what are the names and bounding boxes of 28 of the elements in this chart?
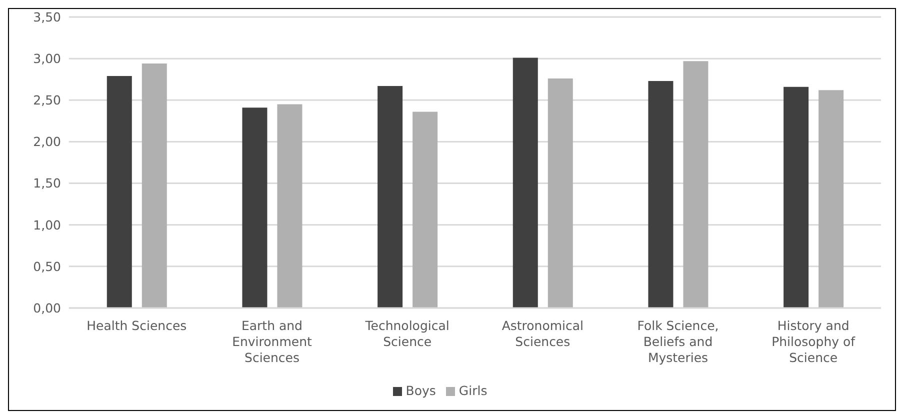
bar [548,78,573,308]
y-tick-label: 2,50 [33,92,62,108]
x-tick-label: History and Philosophy of Science [772,318,856,365]
y-tick-label: 0,00 [33,300,62,316]
x-tick-label: Folk Science, Beliefs and Mysteries [637,318,719,365]
x-tick-label: Health Sciences [86,318,187,333]
bar [242,108,268,308]
y-tick-label: 0,50 [33,258,62,274]
bar [512,58,538,308]
bar [378,86,403,308]
x-tick-label: Astronomical Sciences [502,318,584,349]
bar [818,90,844,308]
bar [412,112,438,308]
y-tick-label: 3,50 [33,9,62,24]
y-tick-label: 2,00 [33,134,62,150]
bar [683,61,708,308]
legend-label: Boys [406,383,436,398]
x-tick-label: Technological Science [364,318,450,349]
y-tick-label: 1,00 [33,217,62,232]
bar [648,81,674,308]
y-tick-label: 3,00 [33,51,62,66]
bar [784,86,809,308]
bar [142,64,167,308]
bar [106,76,132,308]
x-tick-label: Earth and Environment Sciences [232,318,312,365]
y-tick-label: 1,50 [33,176,62,191]
bar [277,104,302,308]
legend-label: Girls [458,383,488,398]
